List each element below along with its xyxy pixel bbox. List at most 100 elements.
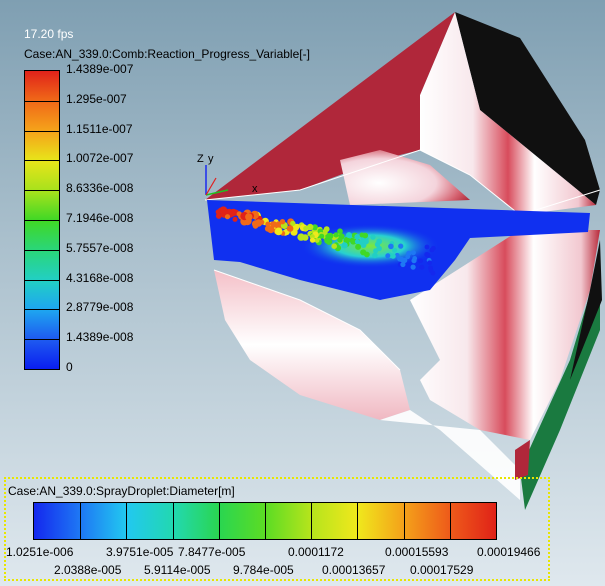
reaction-color-band xyxy=(25,71,59,101)
spray-legend-label-bottom: 0.00013657 xyxy=(322,563,386,577)
spray-droplet xyxy=(307,223,314,231)
spray-droplet xyxy=(301,234,309,241)
spray-droplet xyxy=(311,224,318,231)
spray-droplet xyxy=(410,264,416,270)
spray-droplet xyxy=(429,247,435,253)
spray-color-band xyxy=(34,503,81,539)
spray-droplet xyxy=(350,238,357,245)
spray-legend-label-top: 0.00019466 xyxy=(477,545,541,559)
spray-droplet xyxy=(398,243,404,249)
spray-droplet xyxy=(314,237,320,243)
spray-droplet xyxy=(274,227,283,236)
spray-droplet xyxy=(264,225,272,232)
spray-droplet xyxy=(376,238,383,245)
outer-ring-surface xyxy=(420,12,596,215)
spray-droplet xyxy=(372,252,378,259)
reaction-color-bar[interactable] xyxy=(24,70,60,370)
spray-legend-title: Case:AN_339.0:SprayDroplet:Diameter[m] xyxy=(8,484,235,498)
spray-droplet xyxy=(364,251,370,258)
reaction-legend-label: 1.4389e-007 xyxy=(66,62,134,76)
spray-legend-panel[interactable] xyxy=(4,477,550,581)
spray-color-band xyxy=(126,503,173,539)
spray-droplet xyxy=(333,232,339,238)
reaction-color-band xyxy=(25,100,59,131)
spray-droplet xyxy=(370,234,376,240)
spray-droplet xyxy=(358,239,365,246)
spray-color-band xyxy=(357,503,404,539)
spray-droplet xyxy=(360,249,366,255)
axis-label-z: Z xyxy=(197,153,204,165)
spray-droplet xyxy=(232,216,238,222)
reaction-legend-label: 8.6336e-008 xyxy=(66,181,134,196)
spray-legend-label-bottom: 5.9114e-005 xyxy=(144,563,211,577)
spray-droplet xyxy=(337,237,343,243)
spray-legend-label-top: 7.8477e-005 xyxy=(178,545,246,559)
spray-droplet xyxy=(418,258,423,264)
spray-droplet xyxy=(279,219,286,225)
spray-legend-label-bottom: 2.0388e-005 xyxy=(54,563,122,577)
spray-legend-label-bottom: 9.784e-005 xyxy=(233,563,294,577)
spray-color-band xyxy=(449,503,496,539)
fps-counter: 17.20 fps xyxy=(24,27,74,41)
spray-droplet xyxy=(224,214,231,220)
spray-droplet xyxy=(265,221,271,227)
spray-legend-label-top: 3.9751e-005 xyxy=(106,545,174,559)
reaction-color-band xyxy=(25,160,59,191)
spray-color-bar[interactable] xyxy=(33,502,497,540)
spray-legend-label-top: 0.00015593 xyxy=(385,545,449,559)
red-wall-lower xyxy=(515,440,530,480)
spray-droplet xyxy=(286,225,294,232)
spray-droplet xyxy=(354,239,360,245)
spray-droplet xyxy=(346,232,352,239)
reaction-legend-label: 0 xyxy=(66,360,73,374)
spray-droplet xyxy=(424,252,430,257)
spray-droplet xyxy=(405,254,411,260)
axis-label-y: y xyxy=(208,153,214,165)
reaction-legend-label: 4.3168e-008 xyxy=(66,270,134,285)
inner-hub xyxy=(340,150,470,205)
spray-droplet xyxy=(410,250,416,256)
lower-right-surface xyxy=(410,230,600,440)
spray-droplet xyxy=(341,242,348,249)
spray-droplet xyxy=(385,253,391,259)
spray-droplet xyxy=(399,256,405,263)
spray-droplet xyxy=(325,238,333,245)
spray-droplet xyxy=(245,213,253,221)
spray-legend-label-top: 1.0251e-006 xyxy=(6,545,74,559)
spray-color-band xyxy=(265,503,312,539)
spray-droplet xyxy=(427,260,432,266)
red-wall xyxy=(205,12,455,200)
axis-label-x: x xyxy=(252,183,258,195)
spray-droplets xyxy=(215,206,436,276)
spray-droplet xyxy=(343,236,351,244)
spray-legend-label-bottom: 0.00017529 xyxy=(410,563,474,577)
spray-droplet xyxy=(215,213,222,219)
reaction-color-band xyxy=(25,190,59,220)
spray-droplet xyxy=(424,244,430,250)
spray-droplet xyxy=(394,252,400,258)
black-edge-lower xyxy=(570,240,602,380)
reaction-legend-label: 1.1511e-007 xyxy=(66,121,133,136)
spray-droplet xyxy=(229,208,238,216)
lower-bowl-surface xyxy=(214,270,410,420)
spray-color-band xyxy=(311,503,358,539)
reaction-legend-label: 2.8779e-008 xyxy=(66,300,134,315)
spray-color-band xyxy=(172,503,219,539)
spray-droplet xyxy=(430,270,436,276)
spray-droplet xyxy=(400,261,406,268)
spray-droplet xyxy=(411,258,417,264)
reaction-legend-label: 1.4389e-008 xyxy=(66,330,134,345)
reaction-legend-label: 7.1946e-008 xyxy=(66,211,134,225)
reaction-color-band xyxy=(25,339,59,369)
spray-droplet xyxy=(327,232,334,240)
reaction-color-band xyxy=(25,309,59,340)
spray-droplet xyxy=(294,223,300,229)
reaction-color-band xyxy=(25,130,59,161)
spray-droplet xyxy=(319,233,325,239)
reaction-color-band xyxy=(25,279,59,310)
spray-droplet xyxy=(355,243,362,250)
outer-black-wall xyxy=(455,12,600,205)
spray-droplet xyxy=(220,208,227,215)
